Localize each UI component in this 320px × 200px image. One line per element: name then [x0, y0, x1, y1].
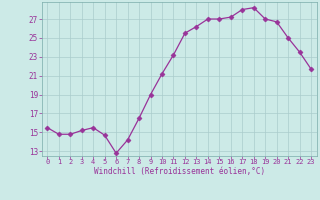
X-axis label: Windchill (Refroidissement éolien,°C): Windchill (Refroidissement éolien,°C)	[94, 167, 265, 176]
